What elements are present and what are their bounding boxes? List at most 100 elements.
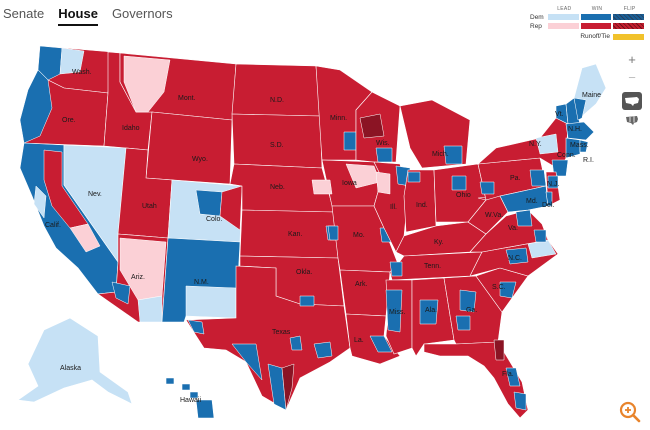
district-co-dem[interactable]	[195, 189, 223, 217]
label-ms: Miss.	[389, 309, 405, 316]
state-ar[interactable]	[339, 269, 391, 317]
district-fl-flip[interactable]	[493, 339, 505, 361]
tab-house[interactable]: House	[58, 6, 98, 26]
state-hi-4[interactable]	[189, 391, 199, 399]
tab-governors[interactable]: Governors	[111, 6, 173, 21]
district-mo-kc[interactable]	[327, 225, 339, 241]
district-map-glyph	[626, 116, 638, 125]
label-vt: Vt.	[555, 111, 564, 118]
district-ia-lead-2[interactable]	[311, 179, 333, 195]
label-ut: Utah	[142, 203, 157, 210]
district-va-dem[interactable]	[515, 209, 533, 227]
label-ri: R.I.	[583, 157, 594, 164]
state-ct[interactable]	[565, 137, 581, 159]
district-tx-flip[interactable]	[281, 363, 295, 411]
label-fl: Fla.	[502, 371, 514, 378]
legend-dem-win-swatch	[580, 14, 612, 20]
label-nh: N.H.	[568, 126, 582, 133]
legend-rep-flip-swatch	[613, 23, 644, 29]
label-sd: S.D.	[270, 142, 284, 149]
district-fl-dem-2[interactable]	[513, 391, 527, 411]
state-md[interactable]	[499, 185, 549, 213]
district-ga-dem-2[interactable]	[455, 315, 471, 331]
district-wa-west[interactable]	[37, 45, 63, 81]
state-nd[interactable]	[231, 63, 321, 117]
zoom-in-button[interactable]: +	[628, 52, 636, 67]
district-or-coast[interactable]	[19, 69, 53, 144]
label-nc: N.C.	[508, 255, 522, 262]
legend-dem-lead-swatch	[547, 14, 579, 20]
us-map-icon[interactable]	[622, 92, 642, 110]
district-nj-dem[interactable]	[547, 175, 559, 189]
district-me-dem[interactable]	[573, 97, 587, 121]
label-mt: Mont.	[178, 95, 196, 102]
tab-senate[interactable]: Senate	[3, 6, 45, 21]
label-nv: Nev.	[88, 191, 102, 198]
district-ca-lead-2[interactable]	[33, 185, 47, 219]
label-mi: Mich.	[432, 151, 449, 158]
label-ca: Calif.	[45, 222, 61, 229]
district-wi-flip[interactable]	[359, 113, 385, 139]
legend-dem-flip-swatch	[613, 14, 644, 20]
district-wa-lead[interactable]	[59, 47, 85, 75]
label-or: Ore.	[62, 117, 76, 124]
district-la-dem[interactable]	[369, 335, 393, 353]
state-ma[interactable]	[565, 121, 595, 141]
district-mi-dem[interactable]	[443, 145, 463, 165]
label-wi: Wis.	[376, 140, 390, 147]
label-il: Ill.	[390, 204, 397, 211]
label-wy: Wyo.	[192, 156, 208, 163]
district-map-icon[interactable]	[624, 112, 640, 128]
state-wy[interactable]	[145, 111, 233, 185]
legend-row-dem: Dem	[530, 13, 646, 21]
district-tx-dallas[interactable]	[299, 295, 315, 307]
district-fl-dem-1[interactable]	[505, 367, 521, 387]
label-sc: S.C.	[492, 284, 506, 291]
district-ms-dem[interactable]	[385, 289, 403, 333]
district-al-dem[interactable]	[419, 299, 439, 325]
state-sd[interactable]	[231, 113, 323, 169]
district-ga-dem[interactable]	[459, 289, 477, 313]
district-tx-elpaso[interactable]	[187, 319, 205, 335]
state-ak[interactable]	[17, 317, 133, 405]
district-sc-dem[interactable]	[499, 281, 517, 299]
chamber-tabs: Senate House Governors	[3, 6, 173, 26]
district-pa-dem-2[interactable]	[479, 181, 495, 195]
label-ok: Okla.	[296, 269, 312, 276]
district-tx-border[interactable]	[231, 343, 263, 381]
legend-dem-label: Dem	[530, 13, 544, 21]
district-va-dem-2[interactable]	[533, 229, 547, 243]
district-mn-metro[interactable]	[343, 131, 357, 151]
district-oh-dem[interactable]	[451, 175, 467, 191]
district-in-dem[interactable]	[407, 171, 421, 183]
district-ny-lead[interactable]	[535, 133, 559, 155]
district-tn-memphis[interactable]	[389, 261, 403, 277]
zoom-out-button[interactable]: −	[628, 70, 636, 85]
legend-header-win: WIN	[591, 6, 603, 12]
district-ca-lead-1[interactable]	[69, 223, 101, 253]
district-tx-austin[interactable]	[289, 335, 303, 351]
district-mt-lead[interactable]	[123, 55, 171, 113]
district-pa-dem[interactable]	[529, 169, 547, 187]
district-nc-dem[interactable]	[505, 247, 529, 265]
state-hi-1[interactable]	[165, 377, 175, 385]
district-nm-lead[interactable]	[185, 285, 237, 319]
district-az-dem[interactable]	[111, 281, 131, 305]
state-tx[interactable]	[185, 265, 351, 411]
zoom-magnifier-icon[interactable]	[618, 400, 642, 424]
district-il-lead[interactable]	[375, 171, 391, 195]
district-tx-houston[interactable]	[313, 341, 333, 359]
district-az-dem-lead[interactable]	[137, 295, 163, 323]
district-wi-dem[interactable]	[375, 147, 393, 163]
state-de[interactable]	[545, 191, 553, 207]
state-in[interactable]	[403, 169, 437, 233]
label-pa: Pa.	[510, 175, 521, 182]
magnifier-glyph	[619, 401, 641, 423]
district-co-rep[interactable]	[219, 185, 243, 231]
state-hi-3[interactable]	[195, 399, 215, 419]
label-nd: N.D.	[270, 97, 284, 104]
state-hi-2[interactable]	[181, 383, 191, 391]
us-map-glyph	[625, 97, 639, 106]
state-ri[interactable]	[579, 139, 589, 153]
label-co: Colo.	[206, 216, 222, 223]
